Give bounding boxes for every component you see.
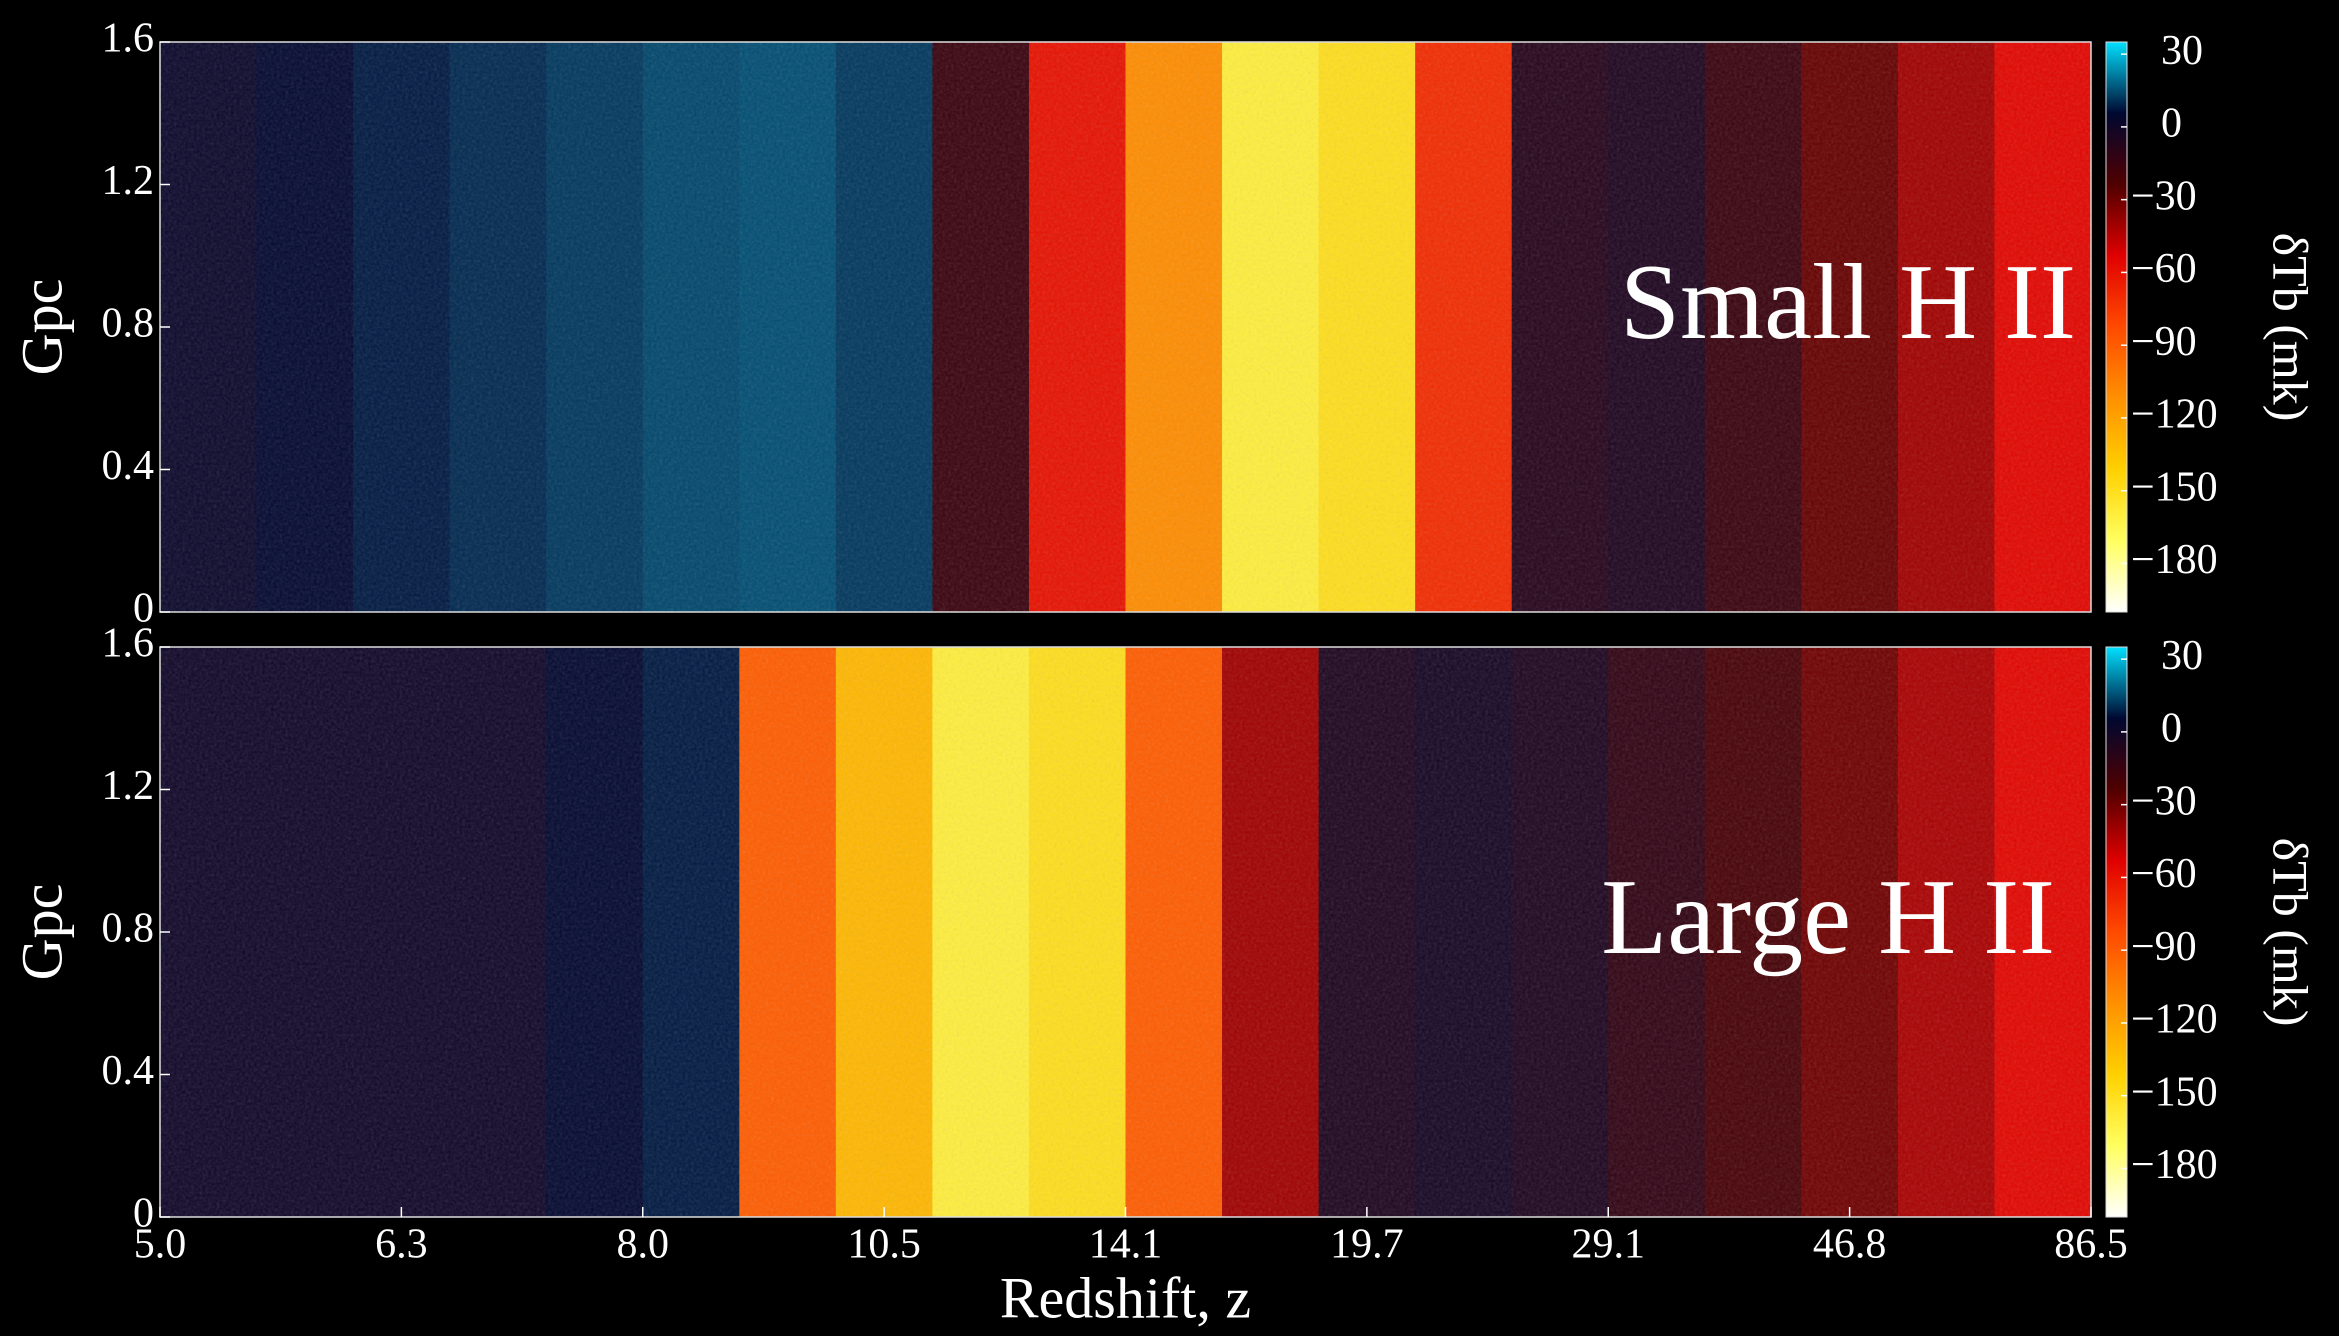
colorbar-tick-label: 30 (2161, 28, 2203, 74)
colorbar-tick-label: −60 (2131, 851, 2197, 897)
x-axis-label: Redshift, z (1000, 1265, 1251, 1330)
y-tick-label: 0 (133, 586, 154, 632)
x-tick-label: 14.1 (1089, 1222, 1163, 1268)
y-tick-label: 1.2 (102, 763, 155, 809)
colorbar-tick-label: 0 (2161, 706, 2182, 752)
y-tick-label: 0.8 (102, 301, 155, 347)
colorbar-tick-label: −90 (2131, 924, 2197, 970)
x-tick-label: 8.0 (617, 1222, 670, 1268)
colorbar (2105, 41, 2128, 613)
y-tick-label: 0.4 (102, 443, 155, 489)
x-tick-label: 5.0 (134, 1222, 187, 1268)
texture (160, 42, 2091, 612)
x-tick-label: 19.7 (1330, 1222, 1404, 1268)
colorbar-label: δTb (mk) (2263, 233, 2319, 422)
y-tick-label: 1.6 (102, 621, 155, 667)
y-tick-label: 0.4 (102, 1048, 155, 1094)
colorbar-tick-label: −180 (2131, 537, 2218, 583)
colorbar-tick-label: −120 (2131, 392, 2218, 438)
panel-annotation: Large H II (1601, 858, 2055, 977)
x-tick-label: 10.5 (847, 1222, 921, 1268)
texture (160, 647, 2091, 1217)
x-tick-label: 29.1 (1572, 1222, 1646, 1268)
panel-annotation: Small H II (1620, 243, 2076, 362)
colorbar-tick-label: 30 (2161, 633, 2203, 679)
y-tick-label: 0.8 (102, 906, 155, 952)
y-tick-label: 1.2 (102, 158, 155, 204)
y-axis-label: Gpc (9, 279, 74, 376)
colorbar-tick-label: −30 (2131, 778, 2197, 824)
colorbar-tick-label: −180 (2131, 1142, 2218, 1188)
colorbar-tick-label: −30 (2131, 173, 2197, 219)
colorbar-tick-label: −60 (2131, 246, 2197, 292)
colorbar-tick-label: −150 (2131, 1069, 2218, 1115)
y-tick-label: 0 (133, 1191, 154, 1237)
colorbar-tick-label: −120 (2131, 997, 2218, 1043)
y-axis-label: Gpc (9, 884, 74, 981)
colorbar-tick-label: 0 (2161, 101, 2182, 147)
colorbar-label: δTb (mk) (2263, 838, 2319, 1027)
y-tick-label: 1.6 (102, 16, 155, 62)
colorbar (2105, 646, 2128, 1218)
x-tick-label: 86.5 (2054, 1222, 2128, 1268)
x-tick-label: 46.8 (1813, 1222, 1887, 1268)
x-tick-label: 6.3 (375, 1222, 428, 1268)
colorbar-tick-label: −90 (2131, 319, 2197, 365)
colorbar-tick-label: −150 (2131, 464, 2218, 510)
